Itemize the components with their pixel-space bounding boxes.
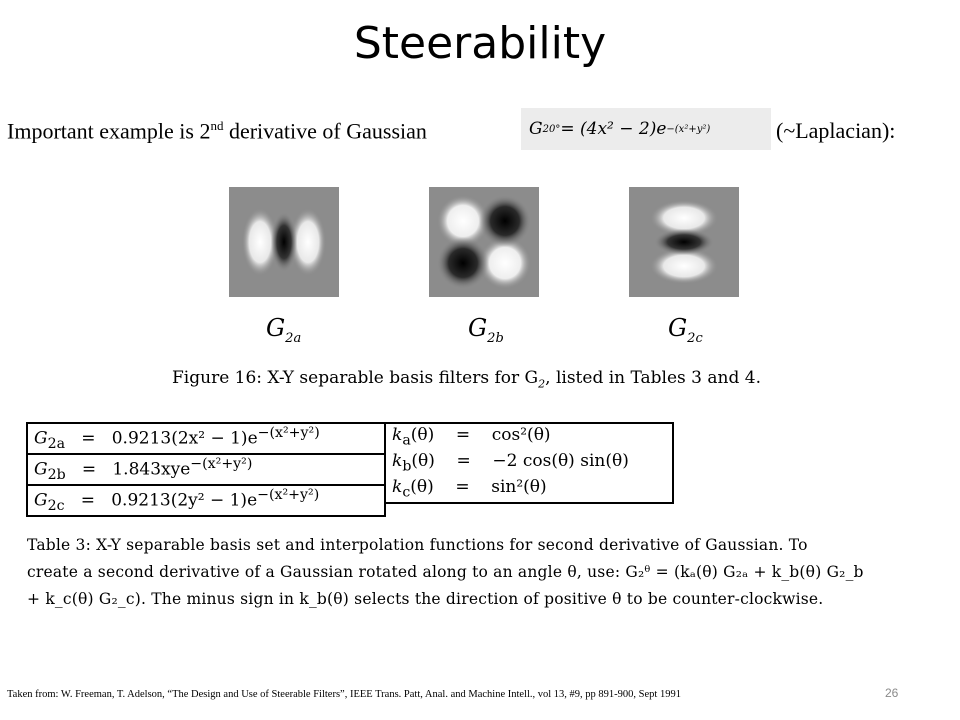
- intro-pre: Important example is 2: [7, 118, 211, 144]
- filter-image-g2c: [629, 187, 739, 297]
- eq-lhs-base: G: [529, 119, 543, 139]
- table-caption-line: create a second derivative of a Gaussian…: [27, 563, 864, 581]
- basis-sub: 2b: [47, 467, 66, 484]
- basis-name: G: [34, 459, 48, 480]
- interp-expr: sin²(θ): [491, 477, 547, 498]
- basis-eq: =: [80, 490, 95, 511]
- interp-expr: −2 cos(θ) sin(θ): [492, 451, 629, 472]
- interp-eq: =: [455, 425, 471, 446]
- interp-sub: a: [402, 432, 411, 449]
- basis-eq: =: [81, 428, 96, 449]
- interp-eq: =: [456, 451, 471, 472]
- slide-title: Steerability: [353, 18, 607, 69]
- label-sub: 2a: [285, 330, 302, 346]
- page-number: 26: [885, 686, 899, 700]
- intro-text: Important example is 2nd derivative of G…: [7, 118, 427, 144]
- table-row: G2b = 1.843xye−(x²+y²): [26, 453, 386, 487]
- intro-suffix: (~Laplacian):: [776, 118, 896, 143]
- basis-table: G2a = 0.9213(2x² − 1)e−(x²+y²) G2b = 1.8…: [26, 421, 386, 518]
- basis-cell: G2b = 1.843xye−(x²+y²): [26, 453, 386, 487]
- interp-eq: =: [455, 477, 470, 498]
- eq-rhs-exp: −(x²+y²): [666, 123, 711, 135]
- basis-exp: −(x²+y²): [257, 487, 320, 504]
- label-base: G: [668, 314, 688, 342]
- label-base: G: [468, 314, 488, 342]
- interp-sub: b: [402, 458, 412, 475]
- basis-sub: 2a: [47, 436, 66, 453]
- filter-image-g2b: [429, 187, 539, 297]
- interp-sub: c: [402, 484, 411, 501]
- basis-name: G: [34, 490, 48, 511]
- filter-image-g2a: [229, 187, 339, 297]
- basis-exp: −(x²+y²): [190, 456, 253, 473]
- basis-cell: G2c = 0.9213(2y² − 1)e−(x²+y²): [26, 484, 386, 518]
- table-row: G2c = 0.9213(2y² − 1)e−(x²+y²): [26, 484, 386, 518]
- interp-arg: (θ): [411, 451, 435, 472]
- table-caption-line: + k_c(θ) G₂_c). The minus sign in k_b(θ)…: [27, 590, 824, 608]
- intro-post: derivative of Gaussian: [223, 118, 427, 144]
- interp-arg: (θ): [410, 477, 434, 498]
- basis-expr: 1.843xye: [112, 459, 191, 480]
- basis-cell: G2a = 0.9213(2x² − 1)e−(x²+y²): [26, 421, 386, 456]
- interp-arg: (θ): [410, 425, 435, 446]
- footnote: Taken from: W. Freeman, T. Adelson, “The…: [7, 689, 681, 700]
- table-row: kb(θ) = −2 cos(θ) sin(θ): [384, 450, 674, 476]
- interp-cell: kc(θ) = sin²(θ): [384, 476, 674, 504]
- table-row: G2a = 0.9213(2x² − 1)e−(x²+y²): [26, 421, 386, 456]
- label-sub: 2c: [687, 330, 703, 346]
- figcap-pre: Figure 16: X-Y separable basis filters f…: [172, 368, 539, 388]
- table-caption: Table 3: X-Y separable basis set and int…: [27, 532, 932, 613]
- figcap-sub: 2: [538, 377, 546, 391]
- basis-expr: 0.9213(2x² − 1)e: [111, 428, 258, 449]
- basis-name: G: [34, 428, 48, 449]
- table-row: ka(θ) = cos²(θ): [384, 422, 674, 450]
- figcap-post: , listed in Tables 3 and 4.: [545, 368, 761, 388]
- eq-lhs-sub: 2: [542, 123, 549, 135]
- label-sub: 2b: [487, 330, 504, 346]
- interp-cell: kb(θ) = −2 cos(θ) sin(θ): [384, 450, 674, 476]
- filter-label-g2a: G2a: [266, 314, 301, 346]
- interp-expr: cos²(θ): [491, 425, 551, 446]
- gaussian-equation: G 2 0° = (4x² − 2)e −(x²+y²): [521, 108, 771, 150]
- intro-sup: nd: [210, 118, 224, 133]
- basis-sub: 2c: [47, 498, 65, 515]
- basis-exp: −(x²+y²): [257, 425, 320, 441]
- interp-name: k: [392, 451, 403, 472]
- table-row: kc(θ) = sin²(θ): [384, 476, 674, 504]
- basis-eq: =: [81, 459, 97, 480]
- filter-label-g2c: G2c: [668, 314, 703, 346]
- label-base: G: [266, 314, 286, 342]
- interp-cell: ka(θ) = cos²(θ): [384, 422, 674, 450]
- interp-table: ka(θ) = cos²(θ) kb(θ) = −2 cos(θ) sin(θ)…: [384, 422, 674, 504]
- eq-lhs-sup: 0°: [548, 123, 561, 135]
- eq-rhs-main: = (4x² − 2)e: [560, 119, 667, 139]
- table-caption-line: Table 3: X-Y separable basis set and int…: [27, 536, 808, 554]
- basis-expr: 0.9213(2y² − 1)e: [111, 490, 258, 511]
- interp-name: k: [392, 425, 403, 446]
- figure-caption: Figure 16: X-Y separable basis filters f…: [172, 368, 761, 390]
- filter-label-g2b: G2b: [468, 314, 504, 346]
- interp-name: k: [392, 477, 403, 498]
